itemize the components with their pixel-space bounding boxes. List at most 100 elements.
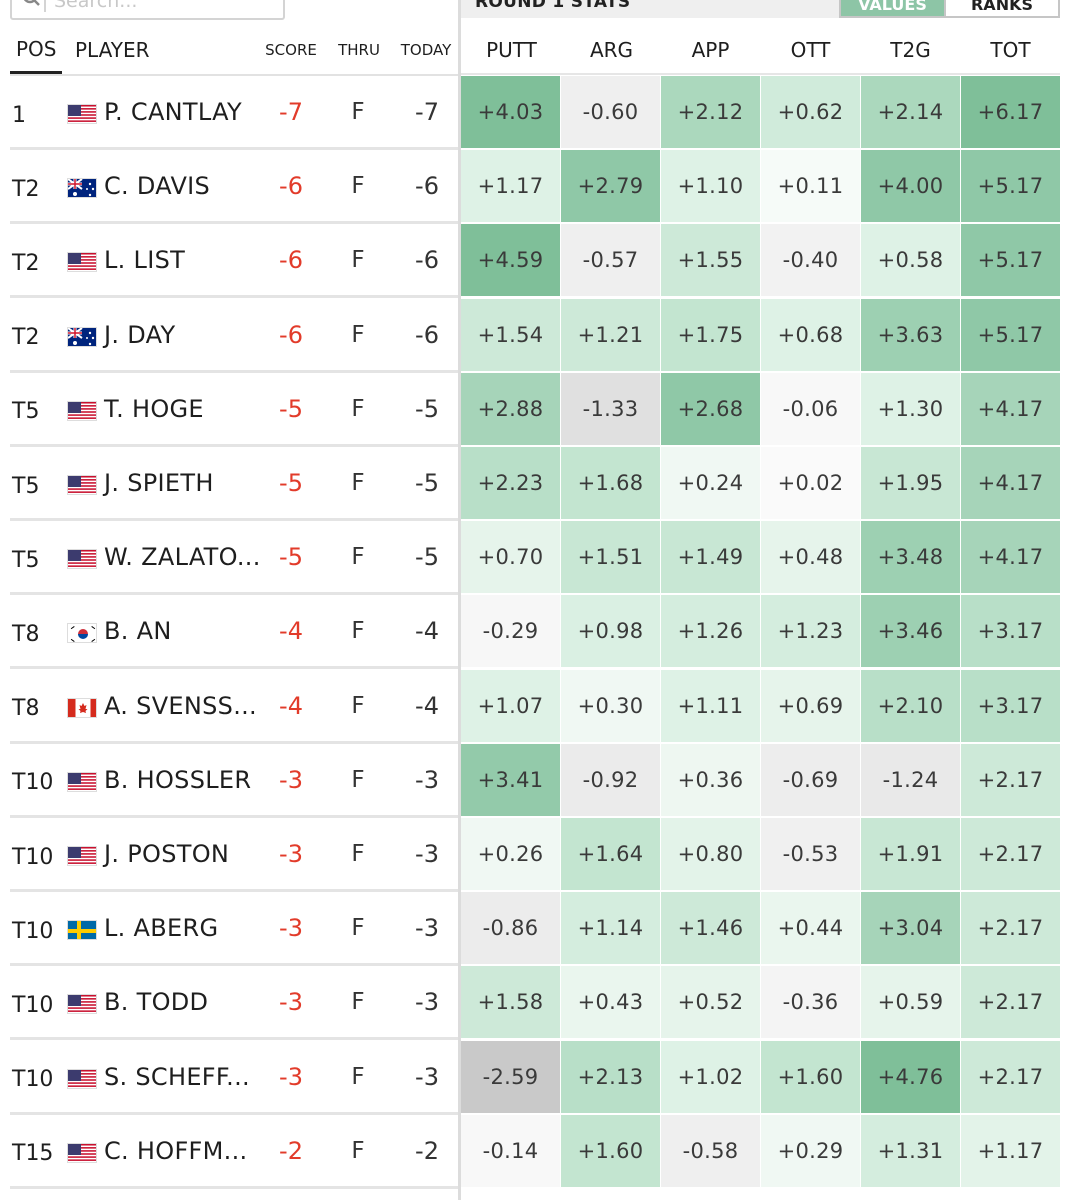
table-row[interactable]: T10 B. TODD -3 F -3 +1.58 +0.43 +0.52 -0.36… (10, 966, 1060, 1041)
stat-ott: -0.06 (761, 372, 860, 445)
usa-flag-icon (67, 771, 97, 792)
table-row[interactable]: 1 P. CANTLAY -7 F -7 +4.03 -0.60 +2.12 +0.6… (10, 76, 1060, 150)
table-row[interactable]: T2 L. LIST -6 F -6 +4.59 -0.57 +1.55 -0.40 +… (10, 224, 1060, 299)
header-tot[interactable]: TOT (990, 38, 1031, 62)
today: -5 (415, 469, 439, 497)
thru: F (351, 321, 365, 348)
header-arg[interactable]: ARG (589, 38, 634, 62)
table-row[interactable]: T2 J. DAY -6 F -6 +1.54 +1.21 +1.75 +0.68 +3… (10, 298, 1060, 373)
usa-flag-icon (67, 1142, 97, 1163)
table-row[interactable]: T10 B. HOSSLER -3 F -3 +3.41 -0.92 +0.36 -0… (10, 743, 1060, 818)
player-name[interactable]: C. DAVIS (104, 172, 211, 201)
stat-app: +2.12 (661, 76, 760, 148)
header-putt[interactable]: PUTT (486, 38, 537, 62)
position: T10 (12, 918, 54, 944)
header-score[interactable]: SCORE (265, 41, 317, 59)
header-player[interactable]: PLAYER (75, 38, 150, 62)
table-row[interactable]: T5 J. SPIETH -5 F -5 +2.23 +1.68 +0.24 +0.0… (10, 447, 1060, 521)
today: -6 (415, 172, 439, 201)
stat-ott: -0.53 (761, 818, 860, 890)
stat-t2g: +3.04 (861, 892, 960, 965)
stat-tot: +4.17 (961, 372, 1060, 445)
player-name[interactable]: L. ABERG (104, 914, 219, 943)
stat-putt: +4.59 (461, 224, 560, 297)
table-row[interactable]: T10 S. SCHEFF... -3 F -3 -2.59 +2.13 +1.02… (10, 1040, 1060, 1115)
position: T8 (12, 696, 40, 722)
player-name[interactable]: W. ZALATO... (104, 543, 261, 572)
stat-app: +1.02 (661, 1040, 760, 1113)
table-row[interactable]: T10 L. ABERG -3 F -3 -0.86 +1.14 +1.46 +0.4… (10, 892, 1060, 967)
stat-app: +1.26 (661, 595, 760, 668)
stat-putt: +2.88 (461, 372, 560, 445)
today: -6 (415, 320, 439, 349)
stat-ott: +0.68 (761, 298, 860, 371)
stat-tot: +5.17 (961, 150, 1060, 223)
position: T5 (12, 473, 40, 499)
table-row[interactable]: T2 C. DAVIS -6 F -6 +1.17 +2.79 +1.10 +0.11… (10, 150, 1060, 225)
stat-arg: +0.30 (561, 669, 660, 742)
search-box[interactable] (10, 0, 285, 20)
player-name[interactable]: B. TODD (104, 988, 209, 1017)
table-row[interactable]: T8 A. SVENSS... -4 F -4 +1.07 +0.30 +1.11 +… (10, 669, 1060, 744)
player-name[interactable]: T. HOGE (104, 394, 204, 423)
header-ott[interactable]: OTT (790, 38, 831, 62)
stat-tot: +4.17 (961, 521, 1060, 594)
stat-t2g: +2.10 (861, 669, 960, 742)
tab-values[interactable]: VALUES (839, 0, 946, 18)
today: -5 (415, 543, 439, 572)
player-name[interactable]: P. CANTLAY (104, 98, 242, 126)
stat-t2g: +1.30 (861, 372, 960, 445)
today: -2 (415, 1136, 439, 1165)
position: T10 (12, 992, 54, 1018)
player-name[interactable]: A. SVENSS... (104, 691, 257, 720)
header-app[interactable]: APP (691, 38, 730, 62)
stat-arg: +1.64 (561, 818, 660, 890)
table-row[interactable]: T15 C. HOFFM... -2 F -2 -0.14 +1.60 -0.58 +… (10, 1114, 1060, 1189)
stat-app: +1.11 (661, 669, 760, 742)
stat-t2g: +4.00 (861, 150, 960, 223)
stat-arg: +1.51 (561, 521, 660, 594)
row-divider (10, 369, 458, 373)
stat-ott: -0.69 (761, 743, 860, 816)
player-name[interactable]: S. SCHEFF... (104, 1062, 250, 1091)
table-row[interactable]: T10 J. POSTON -3 F -3 +0.26 +1.64 +0.80 -0.… (10, 818, 1060, 892)
row-divider (10, 1185, 458, 1189)
today: -3 (415, 840, 439, 868)
player-name[interactable]: B. HOSSLER (104, 765, 252, 794)
korea-flag-icon (67, 623, 97, 644)
row-divider (10, 963, 458, 967)
player-name[interactable]: J. DAY (104, 320, 176, 349)
player-name[interactable]: J. POSTON (104, 840, 230, 868)
stat-putt: +0.26 (461, 818, 560, 890)
stat-putt: +1.54 (461, 298, 560, 371)
thru: F (351, 915, 365, 942)
player-name[interactable]: J. SPIETH (104, 469, 214, 497)
stat-arg: +0.43 (561, 966, 660, 1039)
score: -2 (279, 1136, 303, 1165)
player-name[interactable]: B. AN (104, 617, 172, 646)
tab-ranks[interactable]: RANKS (946, 0, 1060, 18)
stat-tot: +4.17 (961, 447, 1060, 519)
thru: F (351, 544, 365, 571)
canada-flag-icon (67, 697, 97, 718)
table-row[interactable]: T5 T. HOGE -5 F -5 +2.88 -1.33 +2.68 -0.06 +… (10, 372, 1060, 447)
header-thru[interactable]: THRU (338, 41, 380, 59)
stat-app: +0.36 (661, 743, 760, 816)
player-name[interactable]: L. LIST (104, 246, 186, 275)
search-input[interactable] (54, 0, 254, 12)
stat-arg: +2.79 (561, 150, 660, 223)
thru: F (351, 99, 365, 125)
player-name[interactable]: C. HOFFM... (104, 1136, 248, 1165)
header-pos[interactable]: POS (10, 26, 62, 74)
thru: F (351, 841, 365, 867)
header-today[interactable]: TODAY (400, 41, 452, 59)
header-t2g[interactable]: T2G (890, 38, 931, 62)
thru: F (351, 618, 365, 645)
usa-flag-icon (67, 400, 97, 421)
table-row[interactable]: T5 W. ZALATO... -5 F -5 +0.70 +1.51 +1.49 +… (10, 521, 1060, 596)
score: -7 (279, 98, 303, 126)
stat-arg: +1.68 (561, 447, 660, 519)
position: T2 (12, 176, 40, 202)
stats-panel-title: ROUND 1 STATS (475, 0, 631, 12)
table-row[interactable]: T8 B. AN -4 F -4 -0.29 +0.98 +1.26 +1.23 +3.… (10, 595, 1060, 670)
